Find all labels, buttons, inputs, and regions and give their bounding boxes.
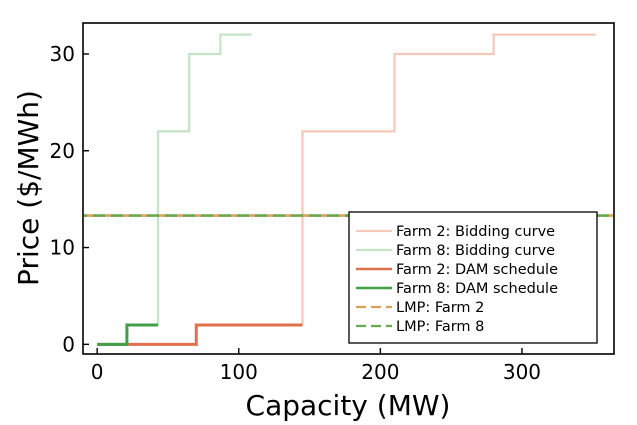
x-tick-label: 0 — [91, 360, 104, 384]
axis-ticks: 0 100 200 300 0 10 20 30 — [50, 42, 542, 384]
y-tick-label: 30 — [50, 42, 75, 66]
plot-frame — [82, 22, 615, 355]
legend-label: Farm 8: Bidding curve — [396, 243, 555, 259]
x-axis-label: Capacity (MW) — [246, 389, 451, 422]
series-farm-2-dam-schedule — [97, 323, 303, 346]
series-farm-8-dam-schedule — [97, 323, 159, 346]
legend-label: Farm 2: Bidding curve — [396, 224, 555, 240]
legend: Farm 2: Bidding curve Farm 8: Bidding cur… — [348, 211, 598, 344]
legend-label: Farm 2: DAM schedule — [396, 262, 558, 278]
y-axis-label: Price ($/MWh) — [12, 90, 45, 286]
legend-label: Farm 8: DAM schedule — [396, 281, 558, 297]
y-tick-label: 20 — [50, 139, 75, 163]
x-tick-label: 200 — [361, 360, 399, 384]
legend-box — [348, 211, 598, 344]
series-farm-8-bidding-curve — [156, 33, 252, 325]
legend-label: LMP: Farm 8 — [396, 319, 484, 335]
y-tick-label: 10 — [50, 236, 75, 260]
y-tick-label: 0 — [62, 332, 75, 356]
x-tick-label: 300 — [503, 360, 541, 384]
series-farm-2-bidding-curve — [301, 33, 596, 325]
legend-label: LMP: Farm 2 — [396, 300, 484, 316]
x-tick-label: 100 — [220, 360, 258, 384]
